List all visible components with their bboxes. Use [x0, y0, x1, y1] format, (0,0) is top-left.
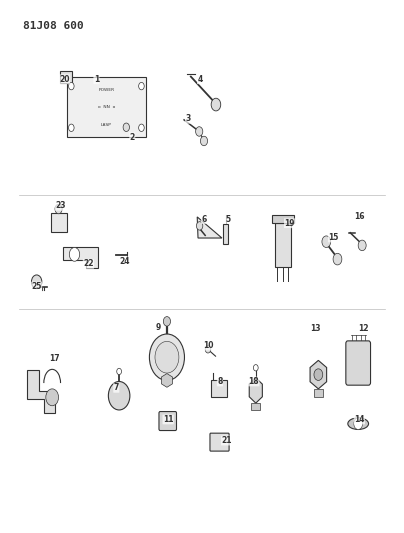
Polygon shape [249, 378, 262, 403]
Text: 23: 23 [55, 201, 66, 211]
Text: 25: 25 [32, 282, 42, 291]
Circle shape [69, 83, 74, 90]
Text: 18: 18 [248, 377, 259, 386]
Ellipse shape [348, 418, 368, 430]
Circle shape [32, 275, 42, 289]
FancyBboxPatch shape [67, 77, 146, 138]
Text: 13: 13 [310, 324, 321, 333]
Circle shape [333, 253, 342, 265]
Circle shape [205, 345, 211, 353]
Text: 2: 2 [130, 133, 135, 142]
Polygon shape [63, 247, 99, 268]
Polygon shape [27, 370, 55, 413]
Text: 17: 17 [49, 354, 60, 364]
Circle shape [358, 240, 366, 251]
Text: 7: 7 [114, 383, 119, 392]
Text: 12: 12 [358, 324, 368, 333]
FancyBboxPatch shape [50, 213, 67, 232]
Text: 81J08 600: 81J08 600 [23, 21, 84, 31]
Text: 15: 15 [328, 233, 339, 242]
Polygon shape [197, 217, 222, 238]
Text: POWER: POWER [98, 88, 114, 92]
Circle shape [139, 124, 144, 132]
Text: 8: 8 [217, 377, 223, 386]
FancyBboxPatch shape [210, 433, 229, 451]
Circle shape [108, 382, 130, 410]
Text: 14: 14 [354, 415, 365, 424]
Circle shape [139, 83, 144, 90]
Text: 9: 9 [156, 322, 161, 332]
Text: LASP: LASP [101, 123, 112, 127]
Circle shape [123, 123, 130, 132]
Circle shape [149, 334, 185, 381]
Circle shape [163, 317, 170, 326]
FancyBboxPatch shape [314, 389, 323, 397]
Circle shape [55, 204, 62, 214]
Circle shape [253, 365, 258, 371]
FancyBboxPatch shape [346, 341, 370, 385]
Circle shape [46, 389, 59, 406]
Text: 20: 20 [59, 75, 70, 84]
Circle shape [196, 127, 203, 136]
Text: 21: 21 [221, 436, 232, 445]
Text: 16: 16 [354, 212, 365, 221]
Text: 10: 10 [203, 341, 213, 350]
Circle shape [196, 222, 203, 230]
Circle shape [69, 247, 80, 261]
Circle shape [211, 98, 221, 111]
Text: 3: 3 [185, 114, 191, 123]
FancyBboxPatch shape [251, 403, 260, 410]
Circle shape [117, 368, 122, 375]
Circle shape [69, 124, 74, 132]
FancyBboxPatch shape [211, 381, 227, 397]
Circle shape [354, 418, 362, 430]
Circle shape [314, 369, 323, 381]
Text: 22: 22 [83, 260, 94, 268]
FancyBboxPatch shape [223, 224, 228, 244]
Polygon shape [272, 215, 294, 223]
Circle shape [322, 236, 331, 247]
Text: 1: 1 [94, 75, 99, 84]
FancyBboxPatch shape [159, 411, 177, 431]
FancyBboxPatch shape [274, 223, 291, 266]
Circle shape [155, 342, 179, 373]
Text: 19: 19 [284, 219, 295, 228]
Text: 4: 4 [198, 75, 203, 84]
Text: 24: 24 [119, 257, 130, 266]
Circle shape [200, 136, 208, 146]
Polygon shape [162, 374, 173, 387]
Text: 11: 11 [163, 415, 173, 424]
Text: o  NN  o: o NN o [98, 105, 115, 109]
Text: 5: 5 [225, 214, 230, 223]
FancyBboxPatch shape [60, 71, 72, 83]
Text: 6: 6 [201, 214, 206, 223]
Polygon shape [310, 360, 326, 389]
